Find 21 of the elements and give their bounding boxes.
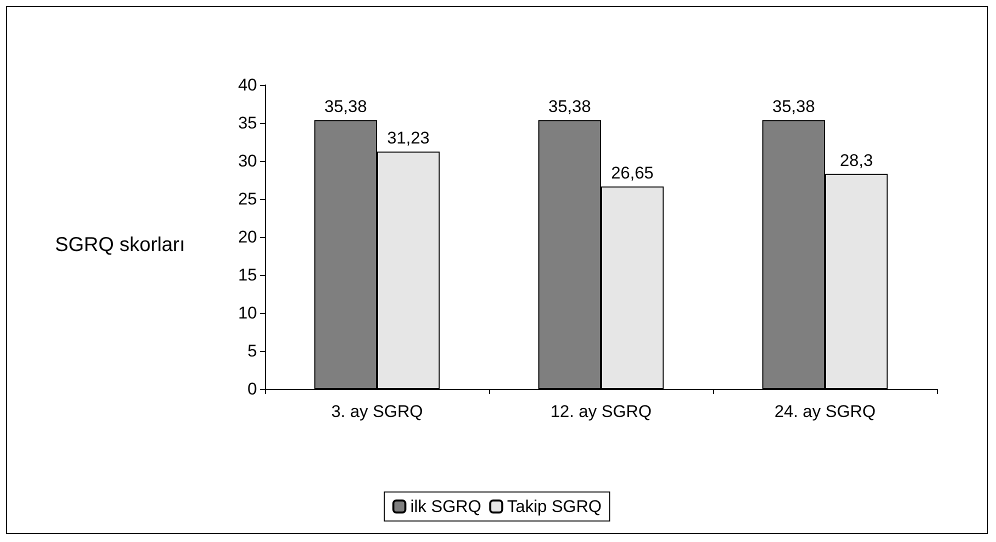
data-label: 28,3 <box>840 150 873 170</box>
y-tick-label: 0 <box>248 380 257 398</box>
y-tick-label: 15 <box>238 266 257 284</box>
y-axis-title: SGRQ skorları <box>55 234 186 256</box>
y-tick-label: 10 <box>238 304 257 322</box>
x-tick-label: 12. ay SGRQ <box>550 402 652 421</box>
y-tick-label: 25 <box>238 190 257 208</box>
data-label: 35,38 <box>324 97 367 116</box>
data-label: 35,38 <box>548 97 591 116</box>
y-tick-label: 30 <box>238 152 257 170</box>
legend-label: ilk SGRQ <box>410 497 482 516</box>
legend-label: Takip SGRQ <box>507 497 602 516</box>
data-label: 35,38 <box>772 97 815 116</box>
y-tick-label: 20 <box>238 228 257 246</box>
x-tick-label: 3. ay SGRQ <box>331 402 423 421</box>
y-tick-label: 5 <box>248 342 257 360</box>
x-tick-label: 24. ay SGRQ <box>774 402 876 421</box>
data-label: 26,65 <box>611 163 654 182</box>
y-tick-label: 40 <box>238 76 257 94</box>
y-tick-label: 35 <box>238 114 257 132</box>
data-label: 31,23 <box>387 128 430 148</box>
